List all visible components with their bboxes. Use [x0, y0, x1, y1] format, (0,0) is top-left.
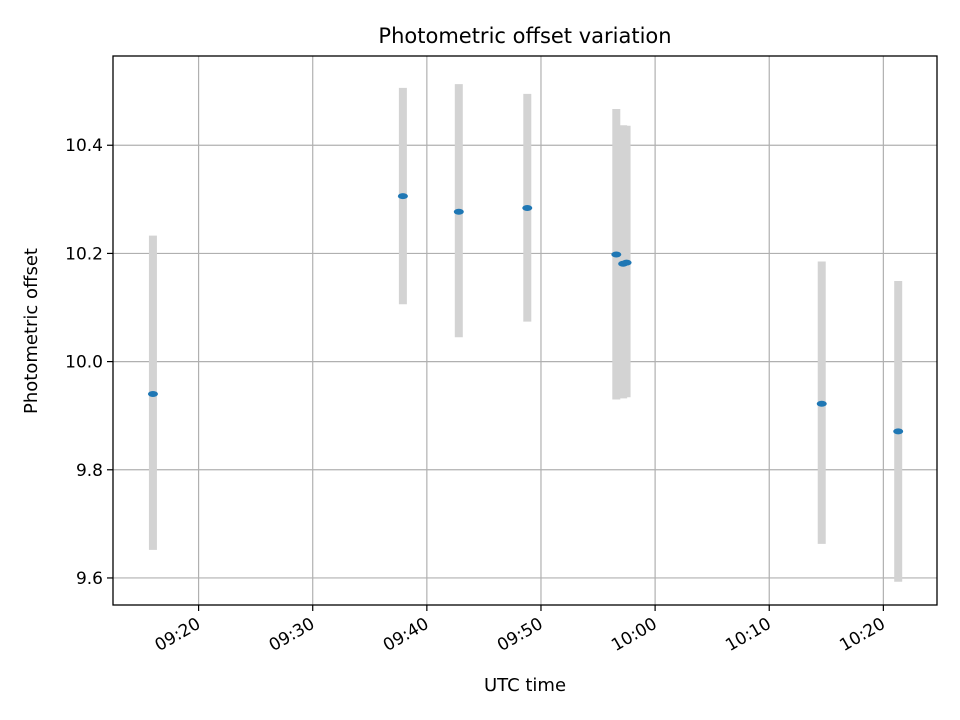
data-point — [816, 400, 827, 407]
grid — [113, 56, 937, 605]
y-tick-label: 9.8 — [76, 461, 103, 481]
y-tick-label: 10.0 — [65, 353, 103, 373]
y-axis-ticks: 9.6 9.8 10.0 10.2 10.4 — [65, 136, 113, 589]
data-point — [621, 259, 632, 266]
y-tick-label: 10.4 — [65, 136, 103, 156]
x-axis-label: UTC time — [484, 675, 566, 696]
y-axis-label: Photometric offset — [21, 248, 42, 414]
data-point — [893, 428, 904, 435]
data-points — [147, 193, 904, 435]
y-tick-label: 9.6 — [76, 569, 103, 589]
data-point — [522, 204, 533, 211]
data-point — [147, 391, 158, 398]
data-point — [611, 251, 622, 258]
data-point — [397, 193, 408, 200]
data-point — [453, 208, 464, 215]
plot-frame — [112, 55, 938, 606]
y-tick-label: 10.2 — [65, 244, 103, 264]
chart-title: Photometric offset variation — [378, 24, 671, 48]
